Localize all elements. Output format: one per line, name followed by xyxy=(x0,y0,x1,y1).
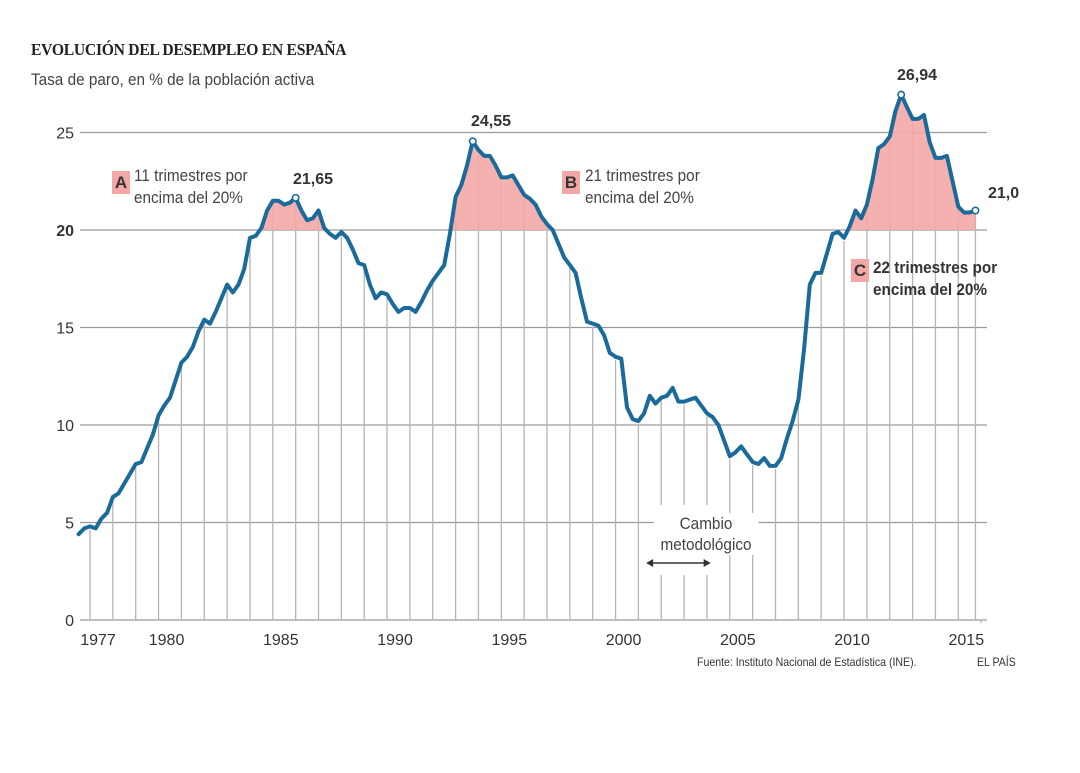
cambio-arrow xyxy=(646,559,711,567)
source-note: Fuente: Instituto Nacional de Estadístic… xyxy=(697,655,917,669)
y-tick-label: 20 xyxy=(56,223,74,240)
annotation-a-line1: 11 trimestres por xyxy=(134,166,248,185)
annotation-a-badge: A xyxy=(112,171,130,194)
y-tick-label: 15 xyxy=(56,321,74,338)
annotation-c-badge: C xyxy=(851,259,869,282)
annotation-b-badge: B xyxy=(562,171,580,194)
peak-label-b: 24,55 xyxy=(471,113,512,130)
chart-title: EVOLUCIÓN DEL DESEMPLEO EN ESPAÑA xyxy=(31,40,347,59)
x-tick-label: 1995 xyxy=(492,632,528,649)
threshold-fill-a xyxy=(259,197,327,230)
cambio-metodologico-note: Cambio metodológico xyxy=(653,513,759,555)
x-tick-label: 2000 xyxy=(606,632,642,649)
annotation-a-line2: encima del 20% xyxy=(134,188,243,207)
y-tick-label: 0 xyxy=(65,613,74,630)
threshold-fill-b xyxy=(450,141,553,230)
x-tick-label: 2010 xyxy=(834,632,870,649)
cambio-line2: metodológico xyxy=(660,535,752,554)
peak-markers xyxy=(291,90,980,215)
threshold-fills xyxy=(259,94,976,230)
x-tick-label: 1977 xyxy=(80,632,116,649)
peak-marker-c xyxy=(897,90,906,99)
x-tick-label: 2015 xyxy=(949,632,985,649)
y-tick-label: 10 xyxy=(56,418,74,435)
unemployment-line xyxy=(76,92,978,537)
chart-subtitle: Tasa de paro, en % de la población activ… xyxy=(31,70,315,89)
cambio-line1: Cambio xyxy=(679,514,733,533)
arrow-left-head-icon xyxy=(646,559,654,567)
annotation-c-line1: 22 trimestres por xyxy=(873,258,998,277)
y-tick-label: 25 xyxy=(56,126,74,143)
peak-marker-a xyxy=(291,193,300,202)
last-value-marker xyxy=(971,206,980,215)
x-tick-label: 1980 xyxy=(149,632,185,649)
threshold-fill-c xyxy=(847,94,976,230)
peak-marker-b xyxy=(468,137,477,146)
vertical-gridlines xyxy=(89,121,982,623)
x-tick-label: 2005 xyxy=(720,632,756,649)
x-tick-label: 1985 xyxy=(263,632,299,649)
y-axis-ticks: 0 5 10 15 20 25 xyxy=(56,126,74,631)
x-axis-ticks: 1977 1980 1985 1990 1995 2000 2005 2010 2015 xyxy=(80,632,984,649)
x-tick-label: 1990 xyxy=(377,632,413,649)
peak-label-a: 21,65 xyxy=(293,171,334,188)
y-tick-label: 5 xyxy=(65,516,74,533)
annotation-b-line1: 21 trimestres por xyxy=(585,166,700,185)
horizontal-gridlines xyxy=(80,131,987,621)
arrow-right-head-icon xyxy=(703,559,711,567)
annotation-c-line2: encima del 20% xyxy=(873,280,987,299)
last-value-label: 21,0 xyxy=(988,185,1020,202)
brand-label: EL PAÍS xyxy=(977,655,1016,669)
peak-label-c: 26,94 xyxy=(897,67,938,84)
annotation-b-line2: encima del 20% xyxy=(585,188,694,207)
